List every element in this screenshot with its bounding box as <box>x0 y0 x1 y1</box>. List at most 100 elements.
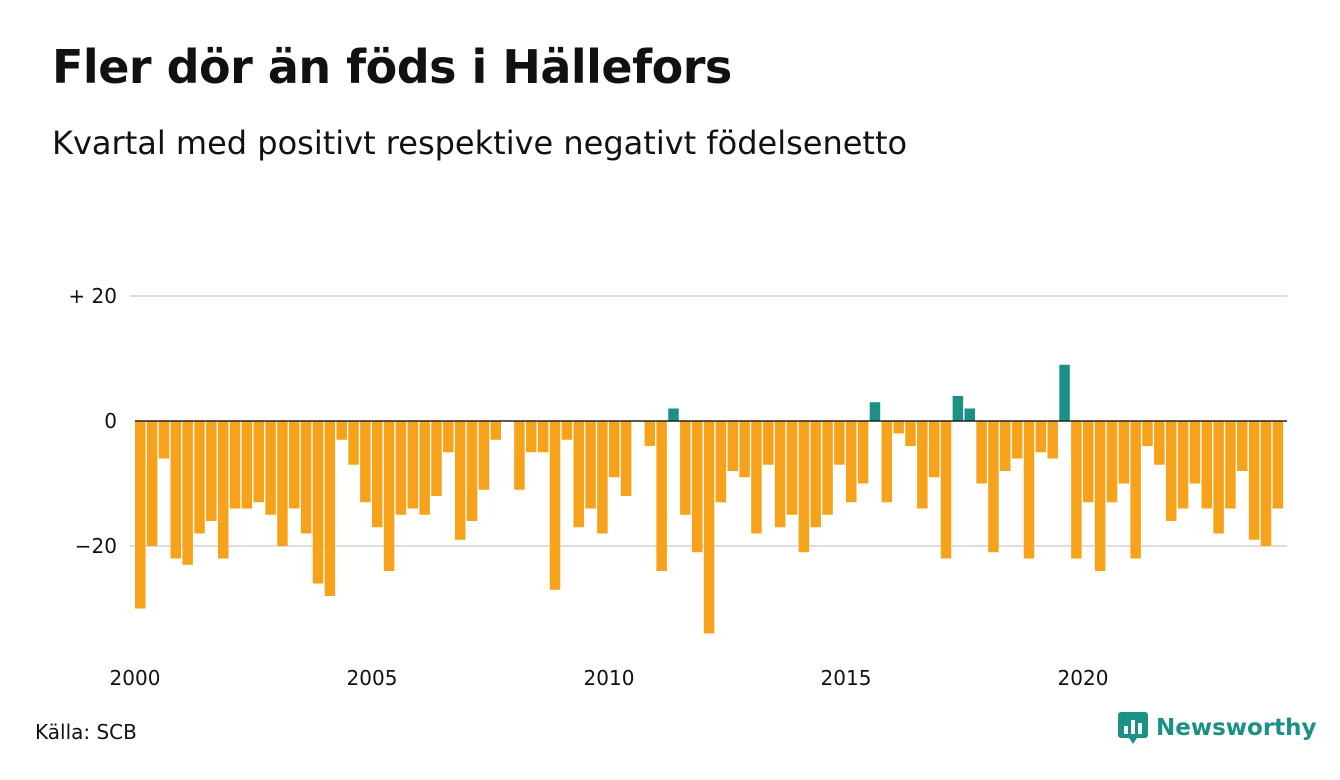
bar <box>478 421 490 490</box>
bar <box>834 421 845 465</box>
bar <box>644 421 656 446</box>
bar <box>893 421 904 434</box>
bar <box>810 421 821 528</box>
bar <box>1118 421 1130 484</box>
bar <box>1248 421 1260 540</box>
y-tick-label: + 20 <box>68 284 117 308</box>
bar <box>869 402 881 421</box>
bar <box>609 421 620 478</box>
chart-title: Fler dör än föds i Hällefors <box>52 40 732 94</box>
bar <box>751 421 762 534</box>
bar <box>1106 421 1118 503</box>
bar <box>715 421 727 503</box>
bar <box>348 421 359 465</box>
bar <box>182 421 193 565</box>
bar <box>135 421 146 609</box>
bar <box>1201 421 1212 509</box>
bar <box>336 421 347 440</box>
bar <box>300 421 312 534</box>
bar <box>739 421 750 478</box>
bar <box>170 421 182 559</box>
bar <box>1047 421 1058 459</box>
newsworthy-logo-icon <box>1118 712 1148 744</box>
bar <box>194 421 205 534</box>
bar <box>372 421 383 528</box>
bar <box>1130 421 1141 559</box>
bar <box>1083 421 1094 503</box>
bar <box>490 421 501 440</box>
bar <box>952 396 964 421</box>
bar <box>881 421 893 503</box>
x-tick-label: 2010 <box>584 666 635 690</box>
bar <box>265 421 276 515</box>
bar <box>407 421 419 509</box>
bar <box>1059 364 1070 421</box>
bar <box>324 421 336 596</box>
bar <box>940 421 952 559</box>
bar <box>976 421 987 484</box>
source-note: Källa: SCB <box>35 720 137 744</box>
x-tick-label: 2015 <box>821 666 872 690</box>
bar <box>383 421 395 571</box>
bar <box>549 421 561 590</box>
bar <box>763 421 774 465</box>
bar <box>312 421 324 584</box>
bar <box>727 421 738 471</box>
x-tick-label: 2005 <box>347 666 398 690</box>
x-tick-label: 2020 <box>1058 666 1109 690</box>
bar <box>443 421 454 453</box>
bar <box>277 421 288 546</box>
bar <box>561 421 573 440</box>
bar <box>988 421 999 553</box>
bar <box>1177 421 1189 509</box>
bar <box>680 421 691 515</box>
bar <box>158 421 170 459</box>
bar <box>253 421 264 503</box>
bar <box>1213 421 1224 534</box>
bar <box>905 421 916 446</box>
bar <box>395 421 407 515</box>
bar <box>419 421 430 515</box>
bar <box>1094 421 1106 571</box>
bar <box>786 421 798 515</box>
brand-logo: Newsworthy <box>1118 712 1317 744</box>
bar <box>857 421 869 484</box>
bar <box>585 421 596 509</box>
bar <box>774 421 786 528</box>
bar <box>822 421 833 515</box>
bar <box>1225 421 1236 509</box>
bar <box>454 421 466 540</box>
bar <box>1189 421 1201 484</box>
bar <box>656 421 667 571</box>
x-tick-label: 2000 <box>110 666 161 690</box>
bar <box>1035 421 1047 453</box>
bar <box>1237 421 1248 471</box>
bar <box>514 421 525 490</box>
bar <box>1023 421 1035 559</box>
bar <box>964 408 975 421</box>
bar <box>1011 421 1023 459</box>
bar <box>229 421 241 509</box>
bar <box>1154 421 1165 465</box>
bar <box>1165 421 1177 521</box>
bar <box>537 421 549 453</box>
bar <box>668 408 679 421</box>
bar <box>1000 421 1011 471</box>
bar <box>691 421 703 553</box>
bar <box>573 421 584 528</box>
chart-subtitle: Kvartal med positivt respektive negativt… <box>52 124 908 162</box>
bar <box>360 421 371 503</box>
bar <box>703 421 715 634</box>
bar <box>1260 421 1272 546</box>
bar <box>1142 421 1153 446</box>
bar <box>917 421 928 509</box>
bar <box>241 421 253 509</box>
bar <box>526 421 537 453</box>
bar <box>206 421 217 521</box>
bar <box>217 421 229 559</box>
brand-name: Newsworthy <box>1156 715 1317 741</box>
bar <box>798 421 810 553</box>
bar <box>846 421 857 503</box>
bar <box>928 421 940 478</box>
